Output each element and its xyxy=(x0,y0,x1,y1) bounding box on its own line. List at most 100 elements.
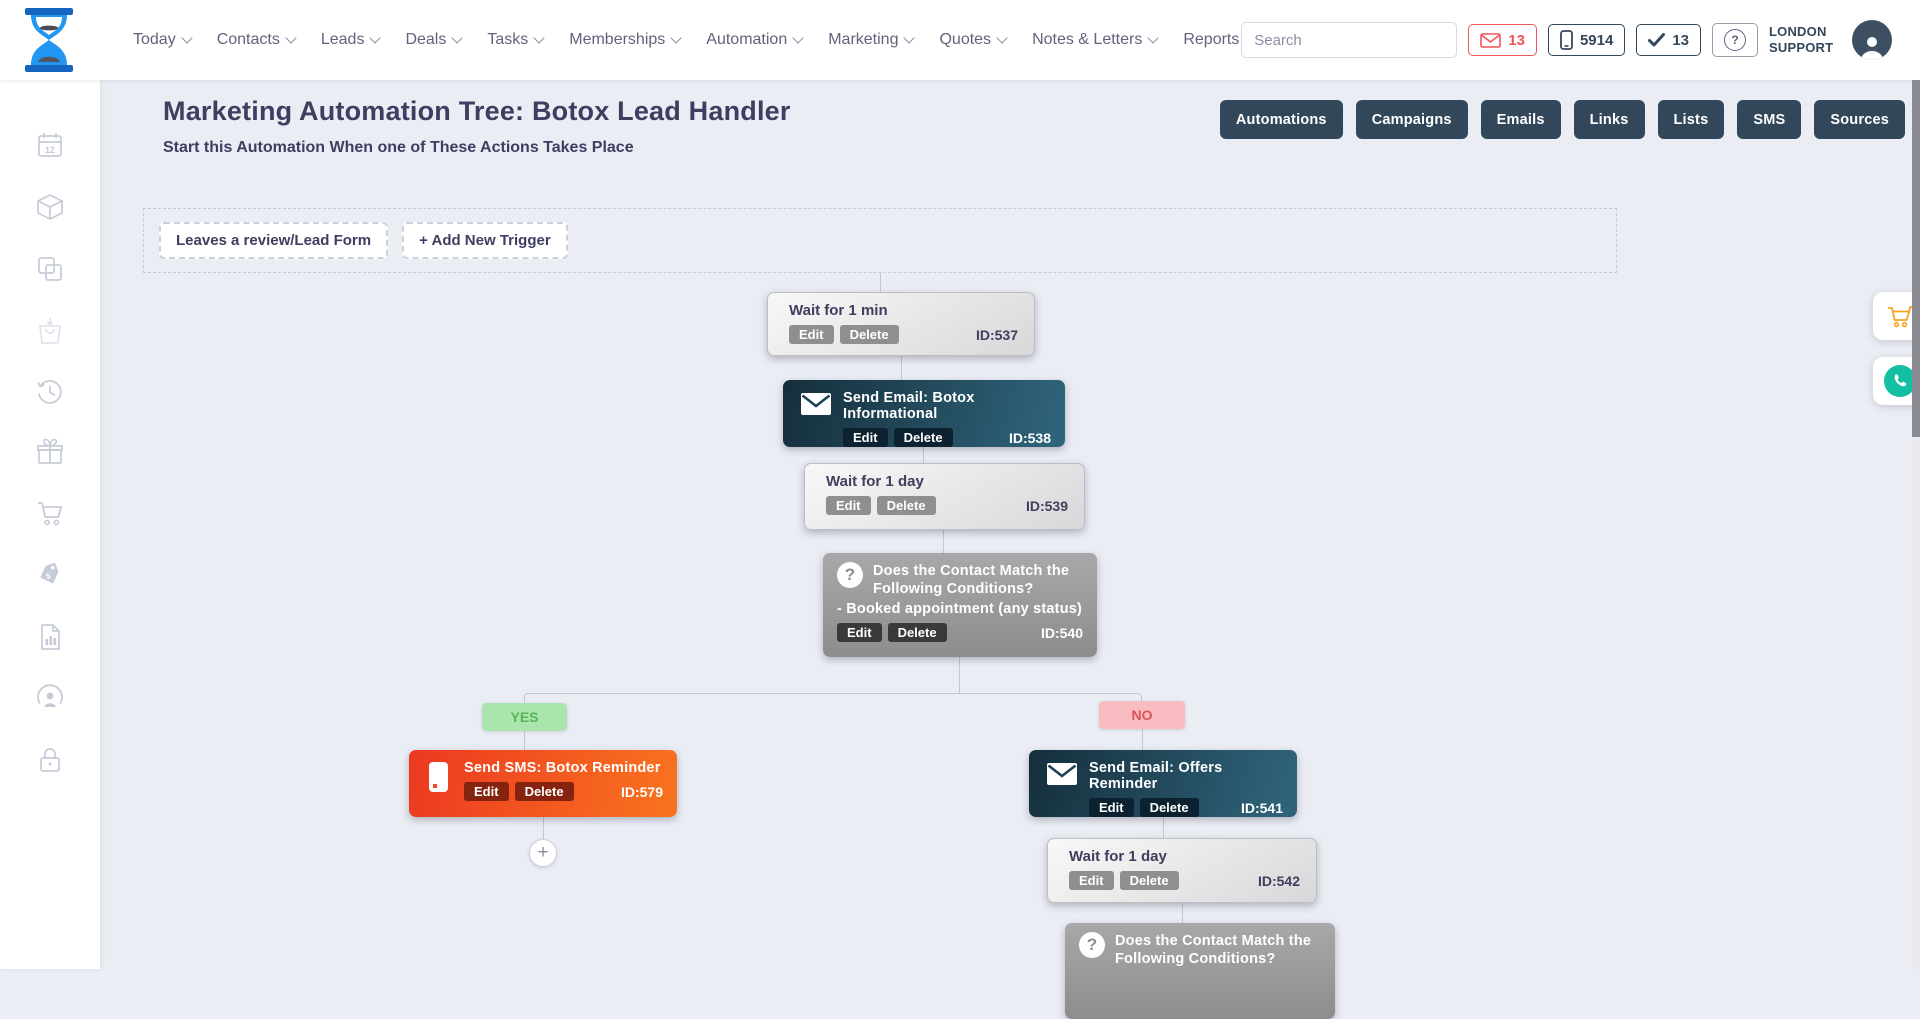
tasks-badge[interactable]: 13 xyxy=(1636,24,1701,56)
sidebar-item-pricing[interactable]: $ xyxy=(33,558,67,592)
edit-button[interactable]: Edit xyxy=(789,325,834,344)
delete-button[interactable]: Delete xyxy=(876,496,936,515)
nav-item-memberships[interactable]: Memberships xyxy=(569,31,682,49)
connector-line xyxy=(901,356,902,380)
nav-item-quotes[interactable]: Quotes xyxy=(939,31,1008,49)
nav-item-leads[interactable]: Leads xyxy=(320,31,382,49)
nav-item-tasks[interactable]: Tasks xyxy=(487,31,545,49)
envelope-icon xyxy=(1047,763,1077,785)
user-circle-icon xyxy=(37,684,63,707)
campaigns-button[interactable]: Campaigns xyxy=(1355,100,1468,139)
sources-button[interactable]: Sources xyxy=(1814,100,1905,139)
nav-item-today[interactable]: Today xyxy=(133,31,193,49)
branch-no-badge: NO xyxy=(1099,701,1185,729)
delete-button[interactable]: Delete xyxy=(1139,798,1199,817)
sms-button[interactable]: SMS xyxy=(1737,100,1802,139)
sidebar-item-duplicates[interactable] xyxy=(33,252,67,286)
edit-button[interactable]: Edit xyxy=(837,623,882,643)
delete-button[interactable]: Delete xyxy=(514,782,574,801)
delete-button[interactable]: Delete xyxy=(887,623,947,643)
node-title: Wait for 1 day xyxy=(826,473,924,490)
sidebar-item-cart[interactable] xyxy=(33,496,67,530)
chevron-down-icon xyxy=(996,32,1008,44)
avatar[interactable] xyxy=(1852,20,1892,60)
connector-line xyxy=(543,817,544,839)
node-id-label: ID:541 xyxy=(1240,799,1283,816)
branch-yes-badge: YES xyxy=(482,703,567,731)
shopping-bag-icon xyxy=(39,318,61,344)
connector-line xyxy=(943,530,944,553)
automations-button[interactable]: Automations xyxy=(1219,100,1343,139)
sidebar-item-account[interactable] xyxy=(33,681,67,715)
branch-connector xyxy=(524,693,1142,705)
sidebar-item-security[interactable] xyxy=(33,743,67,777)
delete-button[interactable]: Delete xyxy=(839,325,899,344)
shopping-cart-icon xyxy=(38,502,63,526)
messages-count: 13 xyxy=(1508,31,1525,49)
marketing-toolbar: Automations Campaigns Emails Links Lists… xyxy=(1219,100,1905,139)
search-box xyxy=(1241,22,1458,58)
sidebar-item-calendar[interactable]: 12 xyxy=(33,128,67,162)
cart-icon xyxy=(1888,306,1913,328)
page-header: Marketing Automation Tree: Botox Lead Ha… xyxy=(163,96,791,157)
nav-item-marketing[interactable]: Marketing xyxy=(828,31,916,49)
connector-line xyxy=(1142,726,1143,750)
nav-label: Notes & Letters xyxy=(1032,31,1143,48)
sidebar-item-products[interactable] xyxy=(33,190,67,224)
nav-item-automation[interactable]: Automation xyxy=(706,31,804,49)
phone-badge[interactable]: 5914 xyxy=(1547,24,1626,56)
search-input[interactable] xyxy=(1242,31,1457,49)
report-file-icon xyxy=(41,624,60,650)
trigger-container: Leaves a review/Lead Form + Add New Trig… xyxy=(143,208,1617,273)
nav-label: Contacts xyxy=(216,31,280,48)
nav-item-contacts[interactable]: Contacts xyxy=(216,31,297,49)
svg-text:$: $ xyxy=(45,571,53,581)
lists-button[interactable]: Lists xyxy=(1657,100,1725,139)
node-title: Wait for 1 min xyxy=(789,302,888,319)
nav-label: Deals xyxy=(405,31,447,48)
question-circle-icon: ? xyxy=(837,562,863,588)
left-sidebar: 12 xyxy=(0,80,100,969)
nav-item-deals[interactable]: Deals xyxy=(405,31,464,49)
node-email-541: Send Email: Offers Reminder Edit Delete … xyxy=(1029,750,1297,817)
nav-item-notes-letters[interactable]: Notes & Letters xyxy=(1032,31,1160,49)
nav-label: Marketing xyxy=(828,31,899,48)
edit-button[interactable]: Edit xyxy=(1089,798,1134,817)
sidebar-item-reports[interactable] xyxy=(33,620,67,654)
sidebar-item-gifts[interactable] xyxy=(33,435,67,469)
sidebar-item-history[interactable] xyxy=(33,375,67,409)
node-condition-540: ? Does the Contact Match the Following C… xyxy=(823,553,1097,657)
connector-line xyxy=(1182,903,1183,923)
nav-label: Leads xyxy=(320,31,365,48)
edit-button[interactable]: Edit xyxy=(843,428,888,447)
page-subtitle: Start this Automation When one of These … xyxy=(163,139,634,156)
emails-button[interactable]: Emails xyxy=(1480,100,1561,139)
scrollbar-thumb[interactable] xyxy=(1912,80,1920,437)
vertical-scrollbar[interactable] xyxy=(1912,80,1920,969)
add-new-trigger-button[interactable]: + Add New Trigger xyxy=(402,222,568,259)
nav-item-reports[interactable]: Reports xyxy=(1183,31,1257,49)
help-button[interactable]: ? xyxy=(1712,23,1758,57)
delete-button[interactable]: Delete xyxy=(893,428,953,447)
messages-badge[interactable]: 13 xyxy=(1468,24,1537,56)
edit-button[interactable]: Edit xyxy=(1069,871,1114,890)
main-nav: Today Contacts Leads Deals Tasks Members… xyxy=(133,0,1314,80)
node-title: Does the Contact Match the Following Con… xyxy=(873,563,1070,598)
nav-label: Tasks xyxy=(487,31,529,48)
node-id-label: ID:579 xyxy=(620,783,663,800)
edit-button[interactable]: Edit xyxy=(826,496,871,515)
chevron-down-icon xyxy=(285,32,297,44)
trigger-leaves-review-button[interactable]: Leaves a review/Lead Form xyxy=(159,222,389,259)
node-id-label: ID:537 xyxy=(975,326,1018,343)
delete-button[interactable]: Delete xyxy=(1119,871,1179,890)
top-right-cluster: 13 5914 13 ? LONDON SUPPORT xyxy=(1241,0,1892,80)
person-icon xyxy=(1861,37,1883,60)
add-step-button[interactable]: + xyxy=(529,839,557,867)
sidebar-item-orders[interactable] xyxy=(33,314,67,348)
app-logo[interactable] xyxy=(20,8,78,72)
edit-button[interactable]: Edit xyxy=(464,782,509,801)
hourglass-logo-icon xyxy=(25,8,73,72)
chevron-down-icon xyxy=(181,32,193,44)
links-button[interactable]: Links xyxy=(1573,100,1645,139)
chevron-down-icon xyxy=(369,32,382,44)
